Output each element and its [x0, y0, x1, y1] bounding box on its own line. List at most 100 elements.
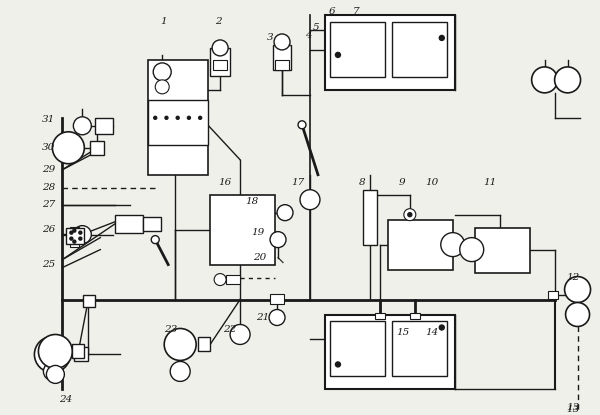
Bar [115, 215, 143, 233]
Text: 26: 26 [42, 225, 55, 234]
Circle shape [164, 329, 196, 361]
Circle shape [154, 116, 157, 120]
Bar [74, 347, 88, 361]
Circle shape [439, 35, 444, 40]
Bar [226, 275, 240, 283]
Circle shape [73, 117, 91, 135]
Text: 5: 5 [313, 24, 319, 32]
Circle shape [298, 121, 306, 129]
Bar [273, 45, 291, 70]
Text: 18: 18 [245, 197, 259, 206]
Bar [95, 118, 113, 134]
Bar [325, 315, 455, 389]
Circle shape [269, 310, 285, 325]
Text: 14: 14 [425, 328, 439, 337]
Text: 16: 16 [218, 178, 232, 187]
Text: 13: 13 [566, 405, 579, 414]
Circle shape [199, 116, 202, 120]
Bar [70, 227, 79, 236]
Circle shape [79, 231, 82, 234]
Bar [392, 22, 447, 77]
Circle shape [153, 63, 171, 81]
Bar [270, 293, 284, 303]
Bar [70, 238, 79, 247]
Text: 13: 13 [566, 403, 579, 412]
Circle shape [43, 362, 61, 381]
Circle shape [34, 337, 70, 372]
Text: 27: 27 [42, 200, 55, 209]
Bar [210, 48, 230, 76]
Text: 12: 12 [566, 273, 579, 282]
Bar [548, 290, 557, 298]
Text: 3: 3 [267, 34, 274, 42]
Circle shape [230, 325, 250, 344]
Bar [475, 228, 530, 273]
Circle shape [176, 116, 179, 120]
Text: 9: 9 [398, 178, 405, 187]
Circle shape [73, 229, 76, 232]
Text: 21: 21 [256, 313, 269, 322]
Bar [198, 337, 210, 352]
Circle shape [300, 190, 320, 210]
Bar [330, 322, 385, 376]
Circle shape [460, 238, 484, 261]
Bar [213, 60, 227, 70]
Text: 15: 15 [396, 328, 409, 337]
Bar [67, 228, 85, 244]
Bar [392, 322, 447, 376]
Text: 28: 28 [42, 183, 55, 192]
Circle shape [212, 40, 228, 56]
Text: 23: 23 [164, 325, 177, 334]
Bar [388, 220, 453, 270]
Bar [363, 190, 377, 244]
Circle shape [46, 366, 64, 383]
Circle shape [73, 240, 76, 243]
Bar [83, 295, 95, 307]
Text: 20: 20 [253, 253, 266, 262]
Circle shape [165, 116, 168, 120]
Text: 19: 19 [251, 228, 265, 237]
Bar [375, 312, 385, 318]
Circle shape [70, 231, 73, 234]
Bar [148, 60, 208, 175]
Circle shape [566, 303, 590, 327]
Text: 29: 29 [42, 165, 55, 174]
Circle shape [38, 334, 73, 369]
Bar [275, 60, 289, 70]
Circle shape [404, 209, 416, 221]
Circle shape [214, 273, 226, 286]
Text: 8: 8 [359, 178, 365, 187]
Circle shape [439, 325, 444, 330]
Circle shape [70, 237, 73, 240]
Circle shape [79, 237, 82, 240]
Circle shape [441, 233, 465, 256]
Bar [325, 15, 455, 90]
Bar [143, 217, 161, 231]
Bar [73, 344, 85, 359]
Text: 6: 6 [329, 7, 335, 17]
Circle shape [335, 52, 340, 57]
Circle shape [274, 34, 290, 50]
Circle shape [73, 226, 91, 244]
Text: 30: 30 [42, 143, 55, 152]
Circle shape [565, 276, 590, 303]
Text: 22: 22 [223, 325, 237, 334]
Circle shape [170, 361, 190, 381]
Circle shape [335, 362, 340, 367]
Text: 17: 17 [292, 178, 305, 187]
Bar [410, 312, 420, 318]
Text: 24: 24 [59, 395, 72, 404]
Circle shape [155, 80, 169, 94]
Circle shape [277, 205, 293, 221]
Bar [330, 22, 385, 77]
Text: 11: 11 [483, 178, 496, 187]
Text: 7: 7 [353, 7, 359, 17]
Text: 1: 1 [160, 17, 167, 27]
Circle shape [187, 116, 190, 120]
Circle shape [270, 232, 286, 248]
Text: 25: 25 [42, 260, 55, 269]
Circle shape [554, 67, 581, 93]
Bar [91, 141, 104, 155]
Circle shape [408, 212, 412, 217]
Text: 31: 31 [42, 115, 55, 124]
